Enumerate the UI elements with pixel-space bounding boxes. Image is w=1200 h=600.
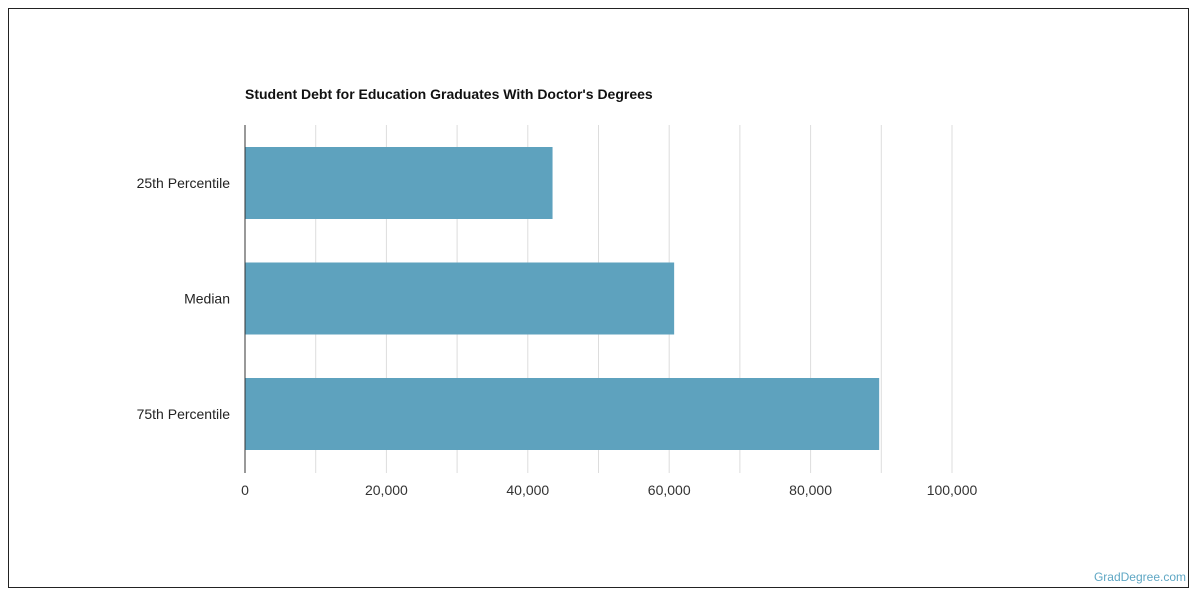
chart-title: Student Debt for Education Graduates Wit… xyxy=(245,86,653,102)
x-tick-label: 100,000 xyxy=(927,482,978,498)
x-tick-label: 80,000 xyxy=(789,482,832,498)
bar-2 xyxy=(245,262,675,335)
source-watermark: GradDegree.com xyxy=(1093,570,1186,584)
category-label: 25th Percentile xyxy=(137,175,231,191)
bar-1 xyxy=(245,147,553,219)
category-label: Median xyxy=(184,291,230,307)
category-label: 75th Percentile xyxy=(137,406,231,422)
bar-3 xyxy=(245,378,880,450)
x-tick-label: 0 xyxy=(241,482,249,498)
x-tick-label: 60,000 xyxy=(648,482,691,498)
x-tick-label: 40,000 xyxy=(506,482,549,498)
x-tick-label: 20,000 xyxy=(365,482,408,498)
